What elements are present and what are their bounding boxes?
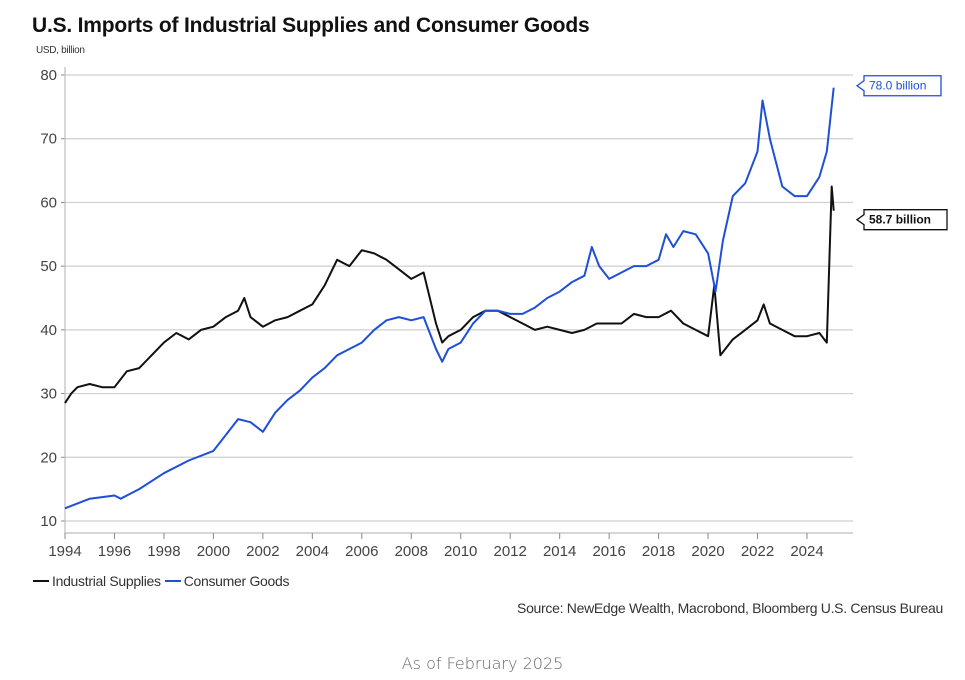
- x-tick-label: 2004: [296, 543, 329, 560]
- y-tick-label: 30: [40, 386, 57, 403]
- x-tick-label: 2008: [395, 543, 428, 560]
- x-tick-label: 2024: [790, 543, 823, 560]
- callout-label: 78.0 billion: [869, 79, 926, 93]
- x-tick-label: 1996: [98, 543, 131, 560]
- y-tick-label: 40: [40, 322, 57, 339]
- chart-title: U.S. Imports of Industrial Supplies and …: [32, 14, 590, 37]
- source-note: Source: NewEdge Wealth, Macrobond, Bloom…: [517, 600, 943, 616]
- y-tick-label: 80: [40, 67, 57, 84]
- axes: 10 20 30 40 50 60 70 80 1994 1996 1998 2000 2002 2004…: [40, 67, 853, 560]
- series-lines: [64, 87, 835, 510]
- series-line-industrial-supplies: [64, 185, 835, 404]
- y-tick-label: 60: [40, 194, 57, 211]
- legend-swatch-industrial-supplies: [33, 580, 49, 582]
- value-callouts: 78.0 billion 58.7 billion: [855, 75, 948, 231]
- legend-item-consumer-goods: Consumer Goods: [164, 573, 290, 589]
- callout-industrial-supplies: 58.7 billion: [855, 209, 948, 231]
- callout-label: 58.7 billion: [869, 213, 931, 227]
- x-tick-label: 2016: [592, 543, 625, 560]
- y-tick-label: 50: [40, 258, 57, 275]
- as-of-date: As of February 2025: [401, 654, 564, 673]
- x-tick-label: 2002: [246, 543, 279, 560]
- callout-box: [855, 209, 948, 231]
- y-axis-unit-label: USD, billion: [36, 45, 85, 56]
- x-tick-label: 2022: [741, 543, 774, 560]
- legend-label: Consumer Goods: [183, 573, 290, 589]
- x-tick-label: 1998: [147, 543, 180, 560]
- legend-item-industrial-supplies: Industrial Supplies: [33, 573, 161, 589]
- callout-box: [855, 75, 942, 97]
- x-tick-label: 2018: [642, 543, 675, 560]
- series-line-consumer-goods: [64, 87, 835, 510]
- y-tick-label: 70: [40, 131, 57, 148]
- y-tick-label: 20: [40, 449, 57, 466]
- x-tick-label: 2012: [494, 543, 527, 560]
- x-tick-label: 2010: [444, 543, 477, 560]
- callout-consumer-goods: 78.0 billion: [855, 75, 942, 97]
- x-tick-label: 2006: [345, 543, 378, 560]
- y-tick-label: 10: [40, 513, 57, 530]
- legend-swatch-consumer-goods: [164, 580, 181, 582]
- gridlines: [65, 74, 853, 522]
- x-tick-label: 2014: [543, 543, 576, 560]
- x-tick-label: 2000: [197, 543, 230, 560]
- legend-label: Industrial Supplies: [52, 573, 161, 589]
- x-tick-label: 2020: [691, 543, 724, 560]
- legend: Industrial Supplies Consumer Goods: [33, 573, 293, 589]
- x-tick-label: 1994: [48, 543, 81, 560]
